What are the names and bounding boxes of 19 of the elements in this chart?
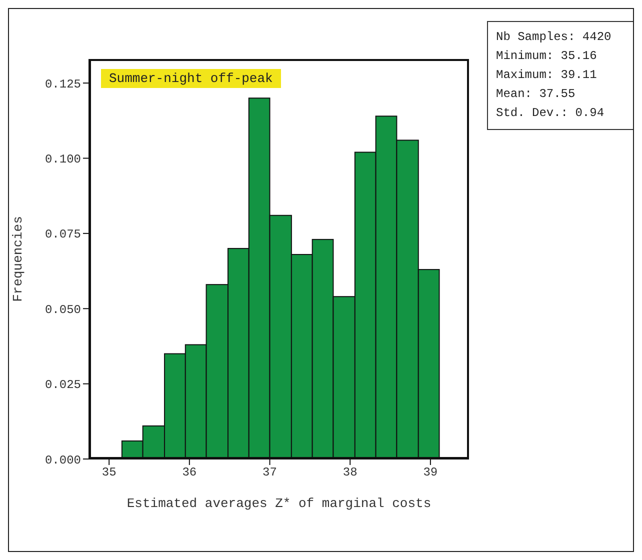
- x-axis-title: Estimated averages Z* of marginal costs: [126, 496, 432, 511]
- text: Nb Samples: 4420: [496, 29, 612, 46]
- text: Summer-night off-peak: [101, 69, 281, 88]
- x-tick-label: 39: [423, 466, 438, 480]
- text: Std. Dev.: 0.94: [496, 105, 606, 122]
- text: Mean: 37.55: [496, 86, 576, 103]
- y-tick-label: 0.050: [44, 302, 81, 317]
- text: Maximum: 39.11: [496, 67, 598, 84]
- y-axis-title: Frequencies: [10, 216, 26, 302]
- text: Minimum: 35.16: [496, 48, 598, 65]
- y-tick-label: 0.125: [44, 77, 81, 92]
- y-tick-label: 0.075: [44, 228, 81, 242]
- x-tick-label: 36: [182, 466, 197, 480]
- y-tick-label: 0.000: [44, 453, 81, 468]
- x-tick-label: 37: [262, 466, 277, 480]
- y-tick-label: 0.025: [44, 378, 81, 392]
- y-tick-label: 0.100: [44, 152, 81, 167]
- x-tick-label: 35: [102, 466, 116, 480]
- x-tick-label: 38: [342, 466, 358, 480]
